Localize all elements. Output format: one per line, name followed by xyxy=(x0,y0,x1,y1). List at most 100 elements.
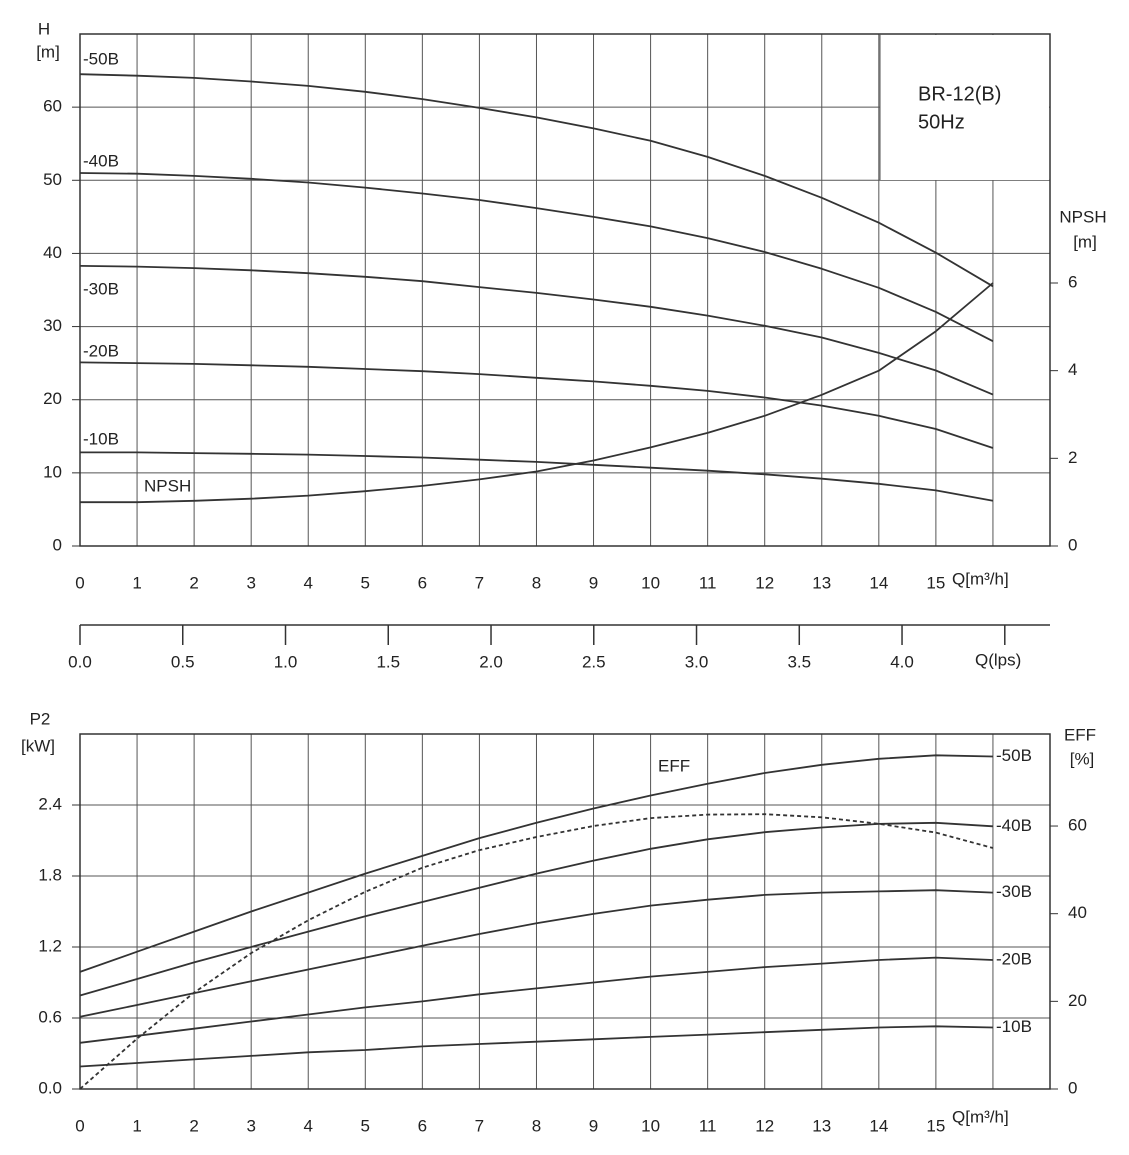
y-tick-label: 1.8 xyxy=(38,865,62,884)
x-tick-label: 13 xyxy=(812,1116,831,1135)
series-label: -50B xyxy=(996,746,1032,765)
x-tick-label: 2 xyxy=(189,573,198,592)
series-line xyxy=(79,889,993,1018)
series-line xyxy=(79,265,994,396)
y-axis-unit: [kW] xyxy=(21,736,55,755)
chart-title: BR-12(B) xyxy=(918,83,1001,105)
series-line xyxy=(79,821,993,997)
x-tick-label: 2.5 xyxy=(582,652,606,671)
y2-tick-label: 2 xyxy=(1068,448,1077,467)
x-tick-label: 6 xyxy=(418,1116,427,1135)
y-tick-label: 0 xyxy=(53,535,62,554)
x-tick-label: 9 xyxy=(589,573,598,592)
y-axis-unit: [m] xyxy=(36,42,60,61)
x-tick-label: 14 xyxy=(869,573,888,592)
x-tick-label: 11 xyxy=(699,573,717,592)
x-axis-label: Q(lps) xyxy=(975,650,1021,669)
series-label: -50B xyxy=(83,49,119,68)
plot-frame xyxy=(79,733,1051,1090)
series-line xyxy=(80,451,994,502)
x-tick-label: 3.5 xyxy=(787,652,811,671)
chart-subtitle: 50Hz xyxy=(918,111,965,133)
y2-tick-label: 40 xyxy=(1068,903,1087,922)
x-axis-label: Q[m³/h] xyxy=(952,1107,1009,1126)
x-tick-label: 9 xyxy=(589,1116,598,1135)
y2-tick-label: 20 xyxy=(1068,991,1087,1010)
y-tick-label: 1.2 xyxy=(38,936,62,955)
y-axis-label: H xyxy=(38,19,50,38)
x-tick-label: 0 xyxy=(75,1116,84,1135)
x-tick-label: 3 xyxy=(246,573,255,592)
series-label: -20B xyxy=(83,341,119,360)
x-tick-label: 1.0 xyxy=(274,652,298,671)
x-tick-label: 7 xyxy=(475,1116,484,1135)
series-label: -20B xyxy=(996,950,1032,969)
series-label: -10B xyxy=(83,429,119,448)
x-tick-label: 13 xyxy=(812,573,831,592)
series-label: NPSH xyxy=(144,476,191,495)
x-tick-label: 2.0 xyxy=(479,652,503,671)
series-line xyxy=(80,282,994,504)
series-label: -40B xyxy=(83,151,119,170)
y-tick-label: 50 xyxy=(43,170,62,189)
y-tick-label: 60 xyxy=(43,97,62,116)
y2-tick-label: 0 xyxy=(1068,1078,1077,1097)
series-label: EFF xyxy=(658,756,690,775)
series-line xyxy=(79,172,994,343)
y-tick-label: 0.0 xyxy=(38,1078,62,1097)
y2-tick-label: 4 xyxy=(1068,360,1077,379)
y-tick-label: 0.6 xyxy=(38,1007,62,1026)
series-line xyxy=(79,813,994,1090)
x-tick-label: 1 xyxy=(132,1116,141,1135)
y2-tick-label: 6 xyxy=(1068,272,1077,291)
y-tick-label: 2.4 xyxy=(38,794,62,813)
series-line xyxy=(79,956,993,1044)
x-tick-label: 12 xyxy=(755,573,774,592)
x-tick-label: 8 xyxy=(532,573,541,592)
x-tick-label: 7 xyxy=(475,573,484,592)
x-tick-label: 2 xyxy=(189,1116,198,1135)
series-label: -10B xyxy=(996,1017,1032,1036)
title-box xyxy=(880,35,1049,180)
x-tick-label: 5 xyxy=(361,573,370,592)
series-label: -30B xyxy=(996,882,1032,901)
x-tick-label: 4 xyxy=(304,1116,313,1135)
y2-tick-label: 60 xyxy=(1068,816,1087,835)
x-tick-label: 11 xyxy=(699,1116,717,1135)
y2-axis-unit: [%] xyxy=(1070,749,1095,768)
x-tick-label: 15 xyxy=(926,573,945,592)
y2-axis-label: NPSH xyxy=(1059,207,1106,226)
x-tick-label: 12 xyxy=(755,1116,774,1135)
x-tick-label: 3.0 xyxy=(685,652,709,671)
x-tick-label: 15 xyxy=(926,1116,945,1135)
x-axis-label: Q[m³/h] xyxy=(952,569,1009,588)
x-tick-label: 4.0 xyxy=(890,652,914,671)
x-tick-label: 0.5 xyxy=(171,652,195,671)
y-tick-label: 40 xyxy=(43,243,62,262)
x-tick-label: 14 xyxy=(869,1116,888,1135)
x-tick-label: 5 xyxy=(361,1116,370,1135)
x-tick-label: 0.0 xyxy=(68,652,92,671)
x-tick-label: 8 xyxy=(532,1116,541,1135)
x-tick-label: 6 xyxy=(418,573,427,592)
y2-axis-unit: [m] xyxy=(1073,232,1097,251)
series-line xyxy=(79,361,994,449)
series-line xyxy=(79,754,993,973)
series-line xyxy=(79,73,994,288)
y2-tick-label: 0 xyxy=(1068,535,1077,554)
x-tick-label: 0 xyxy=(75,573,84,592)
x-tick-label: 10 xyxy=(641,573,660,592)
y2-axis-label: EFF xyxy=(1064,725,1096,744)
x-tick-label: 4 xyxy=(304,573,313,592)
y-tick-label: 20 xyxy=(43,389,62,408)
series-line xyxy=(79,1025,993,1068)
y-tick-label: 10 xyxy=(43,462,62,481)
x-tick-label: 3 xyxy=(246,1116,255,1135)
series-label: -40B xyxy=(996,816,1032,835)
plot-frame xyxy=(79,33,1051,547)
x-tick-label: 1 xyxy=(132,573,141,592)
y-axis-label: P2 xyxy=(30,709,51,728)
x-tick-label: 1.5 xyxy=(376,652,400,671)
x-tick-label: 10 xyxy=(641,1116,660,1135)
